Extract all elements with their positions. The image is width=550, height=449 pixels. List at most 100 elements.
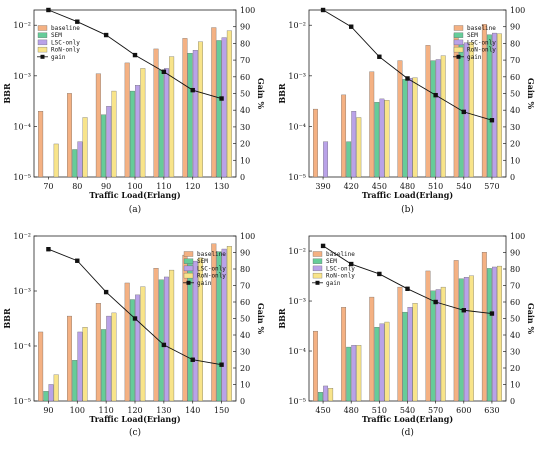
bar-sem-110 — [158, 69, 164, 178]
gain-point-130 — [219, 96, 224, 101]
bar-baseline-510 — [369, 296, 375, 402]
y-tick-label: 10⁻⁵ — [288, 397, 306, 406]
y2-tick-label: 80 — [510, 265, 520, 274]
y2-tick-label: 60 — [240, 298, 250, 307]
bar-sem-480 — [402, 79, 408, 178]
y-tick-label: 10⁻⁴ — [288, 122, 306, 131]
x-tick-label: 480 — [344, 406, 359, 415]
legend-swatch-gain-marker — [315, 280, 320, 285]
y-tick-label: 10⁻⁵ — [13, 397, 31, 406]
bar-ron-only-90 — [53, 374, 59, 402]
legend-label-gain: gain — [326, 280, 341, 287]
bar-lsc-only-390 — [323, 141, 329, 178]
y2-tick-label: 20 — [240, 364, 250, 373]
bar-ron-only-510 — [384, 321, 390, 402]
y2-tick-label: 40 — [510, 331, 520, 340]
bar-ron-only-510 — [440, 55, 446, 178]
legend-swatch-sem — [312, 258, 323, 264]
legend-label-gain: gain — [467, 54, 482, 61]
legend-swatch-ron-only — [453, 46, 464, 53]
bar-lsc-only-630 — [492, 266, 497, 402]
bar-baseline-100 — [124, 62, 130, 178]
legend-label-lsc-only: LSC-only — [197, 265, 226, 272]
y2-tick-label: 90 — [510, 23, 520, 32]
legend-swatch-lsc-only — [37, 39, 48, 46]
x-tick-label: 90 — [43, 406, 53, 415]
x-tick-label: 70 — [43, 182, 53, 191]
x-tick-label: 100 — [70, 406, 85, 415]
bar-ron-only-480 — [412, 77, 418, 178]
y-tick-label: 10⁻³ — [13, 72, 31, 81]
legend-swatch-baseline — [37, 25, 48, 31]
bar-sem-540 — [402, 311, 408, 402]
bar-lsc-only-480 — [351, 345, 357, 402]
bar-sem-130 — [158, 279, 164, 402]
bar-baseline-120 — [182, 38, 188, 178]
y2-tick-label: 60 — [510, 298, 520, 307]
bar-baseline-70 — [38, 111, 44, 178]
y-tick-label: 10⁻³ — [288, 72, 306, 81]
legend-swatch-gain-marker — [40, 54, 45, 59]
y2-tick-label: 100 — [510, 232, 525, 241]
x-tick-label: 120 — [185, 182, 200, 191]
y2-tick-label: 0 — [240, 173, 245, 182]
y2-tick-label: 80 — [240, 39, 250, 48]
bar-baseline-110 — [153, 48, 159, 178]
bar-sem-510 — [430, 60, 436, 178]
y-tick-label: 10⁻² — [13, 21, 31, 30]
y2-tick-label: 90 — [510, 249, 520, 258]
bar-baseline-80 — [67, 93, 72, 178]
bar-lsc-only-540 — [407, 307, 413, 402]
x-tick-label: 420 — [344, 182, 359, 191]
bar-ron-only-450 — [384, 100, 390, 178]
x-axis-label: Traffic Load(Erlang) — [89, 190, 181, 200]
gain-point-100 — [132, 52, 138, 58]
x-tick-label: 540 — [400, 406, 415, 415]
x-tick-label: 100 — [127, 182, 142, 191]
bar-ron-only-140 — [198, 257, 203, 402]
y2-tick-label: 20 — [510, 140, 520, 149]
y2-tick-label: 10 — [240, 381, 250, 390]
legend-swatch-baseline — [453, 25, 464, 31]
bar-sem-110 — [101, 329, 107, 402]
bar-lsc-only-510 — [379, 323, 385, 402]
gain-point-90 — [103, 32, 109, 38]
gain-point-540 — [461, 109, 466, 115]
gain-point-630 — [489, 311, 495, 316]
bar-baseline-110 — [95, 303, 101, 402]
y2-tick-label: 50 — [240, 315, 250, 324]
bar-sem-570 — [430, 290, 436, 402]
y2-tick-label: 100 — [510, 6, 525, 15]
legend-swatch-ron-only — [183, 272, 194, 279]
legend-label-ron-only: RoN-only — [467, 47, 496, 54]
bar-lsc-only-450 — [323, 385, 329, 402]
legend-swatch-gain-marker — [186, 280, 191, 285]
bar-sem-120 — [129, 299, 135, 402]
bar-sem-90 — [43, 391, 49, 402]
bar-sem-120 — [187, 53, 193, 178]
legend-label-gain: gain — [197, 280, 212, 287]
x-axis-label: Traffic Load(Erlang) — [362, 190, 454, 200]
gain-point-120 — [132, 316, 138, 321]
bar-baseline-510 — [425, 45, 431, 178]
bar-baseline-90 — [95, 73, 101, 178]
y2-tick-label: 70 — [240, 56, 250, 65]
y-tick-label: 10⁻³ — [288, 297, 306, 306]
x-tick-label: 630 — [484, 406, 499, 415]
x-axis-label: Traffic Load(Erlang) — [362, 414, 454, 424]
y2-tick-label: 30 — [510, 123, 520, 132]
x-tick-label: 510 — [428, 182, 443, 191]
legend-label-sem: SEM — [326, 258, 337, 265]
y2-tick-label: 70 — [510, 56, 520, 65]
bar-baseline-480 — [341, 307, 347, 402]
legend-label-baseline: baseline — [51, 25, 80, 32]
bar-ron-only-110 — [111, 312, 117, 402]
x-tick-label: 450 — [315, 406, 330, 415]
legend-label-baseline: baseline — [467, 25, 496, 32]
y2-tick-label: 100 — [240, 232, 255, 241]
y2-tick-label: 30 — [240, 123, 250, 132]
bar-baseline-130 — [211, 27, 217, 178]
gain-point-90 — [46, 247, 51, 252]
